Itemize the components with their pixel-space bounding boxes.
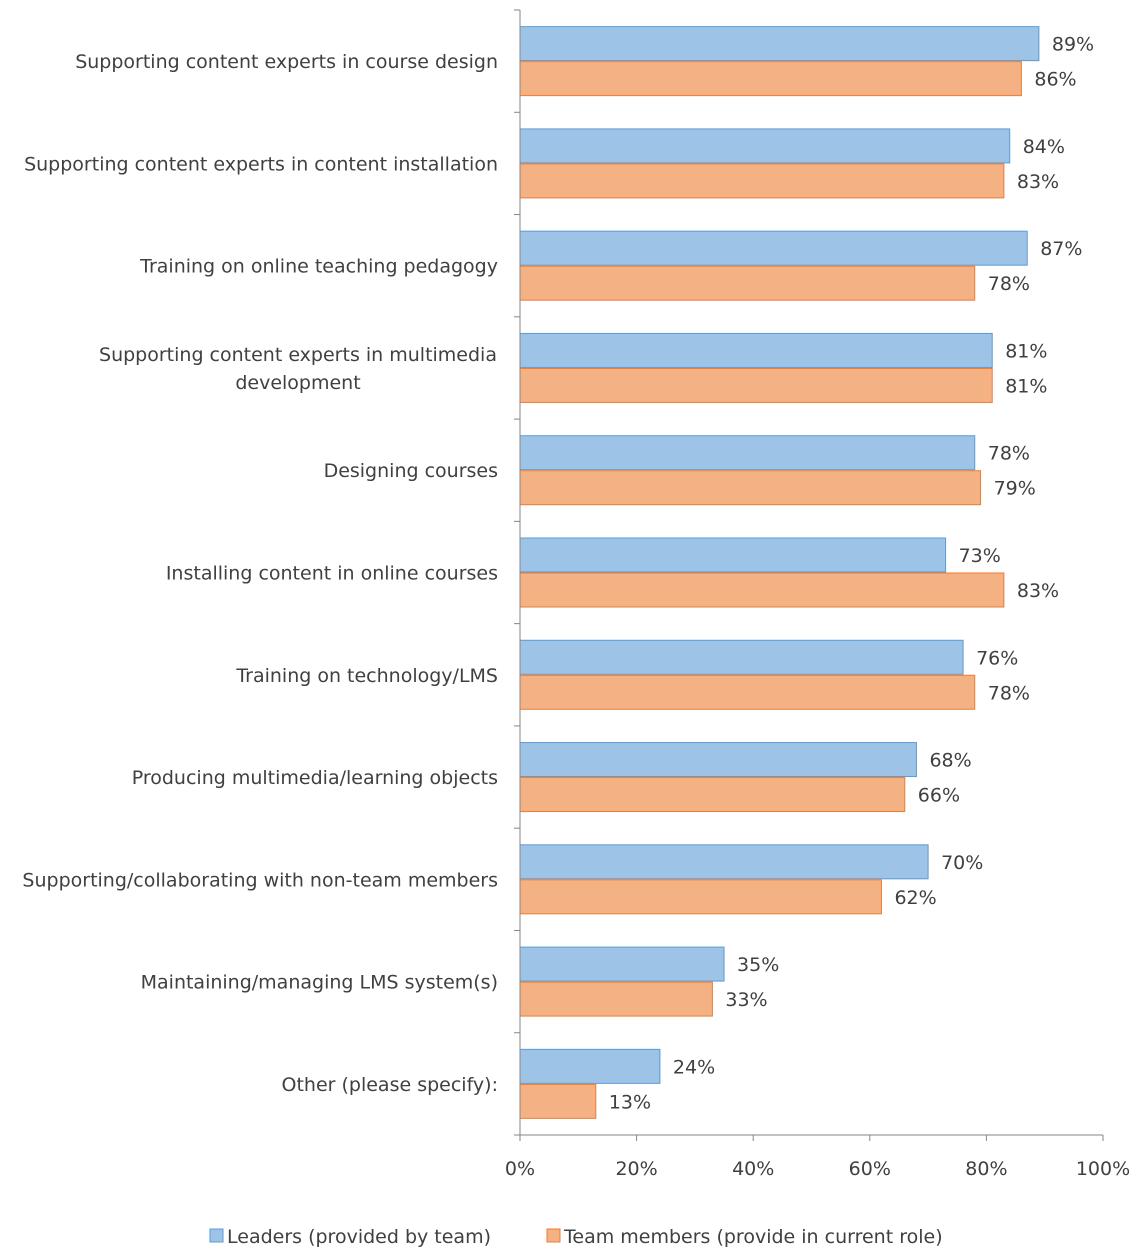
bar-team-members-4 — [519, 470, 982, 506]
bar-team-members-2 — [519, 265, 976, 301]
data-label-leaders-7: 68% — [929, 750, 971, 772]
bar-team-members-10 — [519, 1083, 597, 1119]
legend-label-leaders: Leaders (provided by team) — [227, 1226, 491, 1248]
data-label-leaders-6: 76% — [976, 647, 1018, 669]
data-label-team-members-1: 83% — [1017, 171, 1059, 193]
category-label-8: Supporting/collaborating with non-team m… — [22, 869, 498, 891]
bar-leaders-1 — [519, 128, 1011, 164]
data-label-leaders-10: 24% — [673, 1056, 715, 1078]
bar-leaders-4 — [519, 435, 976, 471]
labels-layer: 89% 86% Supporting content experts in cour… — [22, 34, 1094, 1114]
bar-leaders-3 — [519, 332, 993, 368]
category-label-3: Supporting content experts in multimedia… — [99, 344, 497, 394]
data-label-leaders-1: 84% — [1023, 136, 1065, 158]
bars-layer — [519, 26, 1040, 1119]
data-label-leaders-2: 87% — [1040, 238, 1082, 260]
x-tick-label-3: 60% — [849, 1158, 891, 1180]
category-label-2: Training on online teaching pedagogy — [139, 256, 498, 278]
data-label-leaders-8: 70% — [941, 852, 983, 874]
bar-leaders-8 — [519, 844, 929, 880]
data-label-leaders-3: 81% — [1005, 340, 1047, 362]
category-label-4: Designing courses — [324, 460, 498, 482]
legend-swatch-team-members — [546, 1228, 561, 1243]
x-tick-label-1: 20% — [615, 1158, 657, 1180]
data-label-leaders-0: 89% — [1052, 34, 1094, 56]
category-label-10: Other (please specify): — [282, 1074, 499, 1096]
bar-leaders-2 — [519, 230, 1028, 266]
category-label-7: Producing multimedia/learning objects — [132, 767, 498, 789]
data-label-leaders-4: 78% — [988, 443, 1030, 465]
data-label-leaders-9: 35% — [737, 954, 779, 976]
legend-swatch-leaders — [209, 1228, 224, 1243]
data-label-team-members-5: 83% — [1017, 580, 1059, 602]
data-label-team-members-2: 78% — [988, 273, 1030, 295]
bar-leaders-10 — [519, 1048, 661, 1084]
x-tick-label-2: 40% — [732, 1158, 774, 1180]
bar-team-members-7 — [519, 777, 906, 813]
category-label-5: Installing content in online courses — [166, 563, 498, 585]
data-label-team-members-6: 78% — [988, 682, 1030, 704]
x-tick-label-0: 0% — [505, 1158, 535, 1180]
category-label-0: Supporting content experts in course des… — [75, 51, 498, 73]
x-tick-label-4: 80% — [965, 1158, 1007, 1180]
axis-layer: 0% 20% 40% 60% 80% 100% — [505, 9, 1130, 1180]
bar-team-members-6 — [519, 674, 976, 710]
data-label-team-members-10: 13% — [609, 1091, 651, 1113]
bar-team-members-8 — [519, 879, 882, 915]
data-label-leaders-5: 73% — [959, 545, 1001, 567]
category-label-9: Maintaining/managing LMS system(s) — [141, 972, 498, 994]
legend: Leaders (provided by team) Team members (… — [209, 1226, 943, 1248]
bar-team-members-9 — [519, 981, 713, 1017]
bar-leaders-9 — [519, 946, 725, 982]
category-label-1: Supporting content experts in content in… — [24, 153, 498, 175]
bar-leaders-0 — [519, 26, 1040, 62]
data-label-team-members-7: 66% — [918, 785, 960, 807]
data-label-team-members-9: 33% — [725, 989, 767, 1011]
bar-leaders-7 — [519, 742, 917, 778]
x-tick-label-5: 100% — [1076, 1158, 1130, 1180]
data-label-team-members-4: 79% — [994, 478, 1036, 500]
bar-leaders-6 — [519, 639, 964, 675]
bar-leaders-5 — [519, 537, 947, 573]
data-label-team-members-8: 62% — [894, 887, 936, 909]
category-label-6: Training on technology/LMS — [235, 665, 498, 687]
data-label-team-members-0: 86% — [1034, 69, 1076, 91]
bar-team-members-5 — [519, 572, 1005, 608]
bar-team-members-0 — [519, 61, 1022, 97]
data-label-team-members-3: 81% — [1005, 375, 1047, 397]
bar-team-members-3 — [519, 367, 993, 403]
legend-label-team-members: Team members (provide in current role) — [563, 1226, 943, 1248]
bar-team-members-1 — [519, 163, 1005, 199]
